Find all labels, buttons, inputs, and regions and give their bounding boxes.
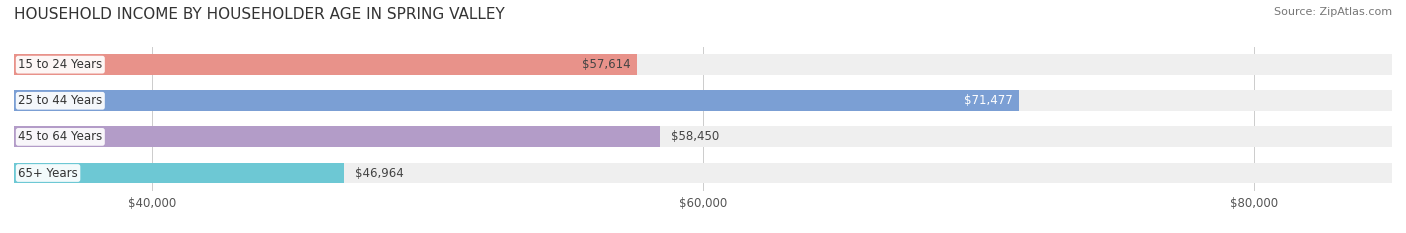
Bar [14, 54, 1392, 75]
Bar [14, 90, 1392, 111]
Text: $58,450: $58,450 [671, 130, 720, 143]
Text: 65+ Years: 65+ Years [18, 167, 77, 179]
Text: 25 to 44 Years: 25 to 44 Years [18, 94, 103, 107]
Text: 45 to 64 Years: 45 to 64 Years [18, 130, 103, 143]
Bar [14, 163, 343, 183]
Bar [14, 90, 1019, 111]
Text: $57,614: $57,614 [582, 58, 630, 71]
Text: $46,964: $46,964 [354, 167, 404, 179]
Text: Source: ZipAtlas.com: Source: ZipAtlas.com [1274, 7, 1392, 17]
Bar [14, 163, 1392, 183]
Text: HOUSEHOLD INCOME BY HOUSEHOLDER AGE IN SPRING VALLEY: HOUSEHOLD INCOME BY HOUSEHOLDER AGE IN S… [14, 7, 505, 22]
Text: 15 to 24 Years: 15 to 24 Years [18, 58, 103, 71]
Bar [14, 127, 661, 147]
Bar [14, 54, 637, 75]
Text: $71,477: $71,477 [963, 94, 1012, 107]
Bar [14, 127, 1392, 147]
